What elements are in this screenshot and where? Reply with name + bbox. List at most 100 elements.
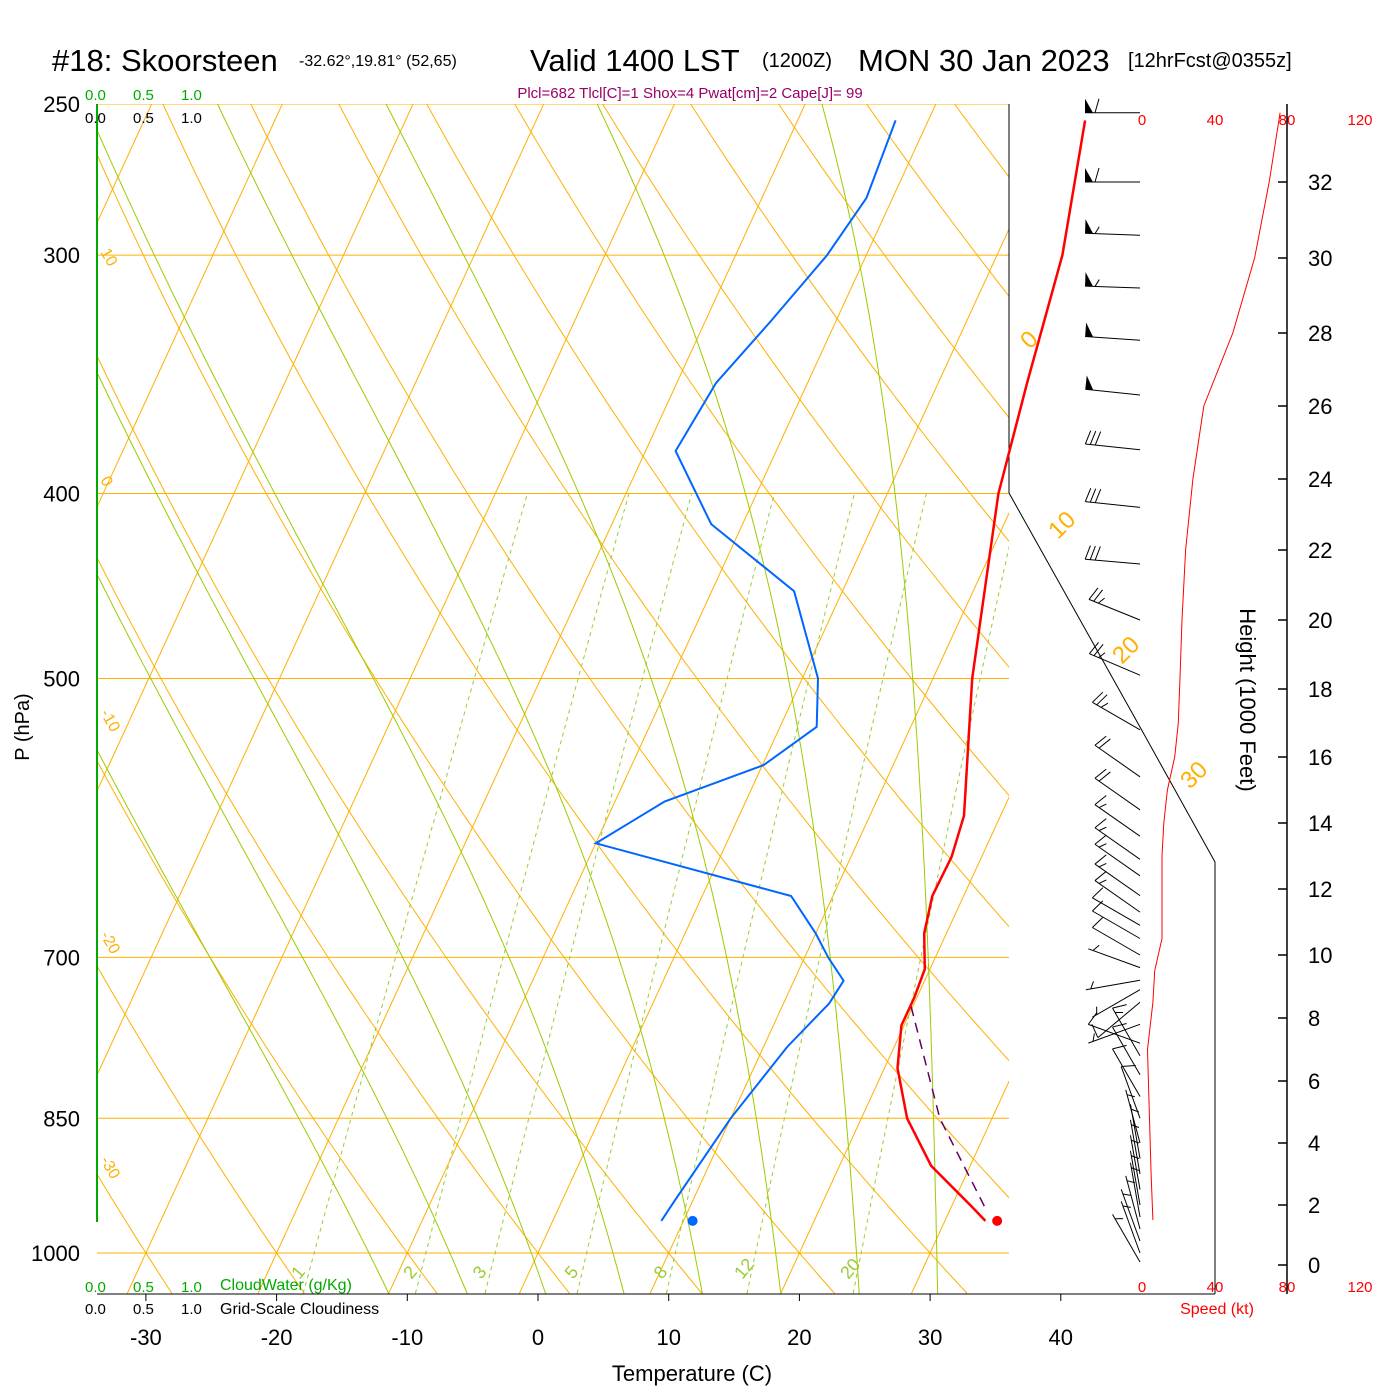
valid-time: Valid 1400 LST [530,43,740,78]
wind-barb-feather [1121,1064,1136,1068]
dry-adiabat-170 [1365,70,1400,1293]
height-tick-10: 10 [1308,943,1332,968]
temperature-tick-10: 10 [656,1325,680,1350]
wind-barb-staff [1129,1119,1141,1175]
height-tick-24: 24 [1308,467,1332,492]
isotherm-0 [518,227,1009,1294]
cloudiness-top-tick-2: 1.0 [181,110,202,127]
height-tick-12: 12 [1308,877,1332,902]
wind-barb-feather [1098,863,1107,868]
wind-barb-feather [1131,1108,1140,1113]
wind-barb-feather [1097,597,1105,604]
forecast-info: [12hrFcst@0355z] [1128,50,1292,72]
mixing-ratio-line-8 [665,493,855,1294]
wind-barb-39 [1120,1189,1141,1242]
isotherm--10 [388,104,937,1294]
wind-barb-21 [1092,917,1141,956]
surface-dewpoint-marker [687,1215,698,1226]
wind-barb-feather [1131,1139,1140,1144]
pressure-tick-700: 700 [43,945,80,970]
dry-adiabat-label-4: -30 [97,1154,123,1183]
wind-barb-7 [1084,487,1141,508]
dry-adiabat-label-2: -10 [97,707,123,736]
wind-barb-staff [1094,880,1141,913]
wind-barb-staff [1112,1007,1141,1057]
wind-barb-feather [1092,944,1100,951]
wind-barb-feather [1093,589,1103,602]
moist-adiabat-5 [385,104,782,1294]
height-tick-22: 22 [1308,538,1332,563]
wind-barb-1 [1085,167,1140,183]
wind-barb-feather [1092,691,1104,703]
wind-barb-feather [1092,887,1104,899]
wind-barbs [1084,98,1141,1263]
wind-barb-feather [1089,545,1096,560]
height-tick-16: 16 [1308,745,1332,770]
wind-barb-feather [1088,642,1099,655]
wind-barb-18 [1094,870,1141,913]
wind-barb-flag [1085,322,1094,338]
wind-barb-staff [1092,701,1141,731]
pressure-tick-500: 500 [43,667,80,692]
temperature-tick--10: -10 [391,1325,423,1350]
moist-adiabat-6 [596,104,860,1294]
wind-barb-feather [1094,834,1107,845]
wind-barb-staff [1085,388,1141,396]
dewpoint-line [593,120,897,1222]
wind-barb-0 [1085,98,1140,114]
wind-barb-20 [1092,900,1141,939]
wind-barb-16 [1094,834,1141,877]
dry-adiabat-20 [97,153,835,1294]
wind-barb-feather [1098,738,1111,749]
moist-adiabat-0 [97,748,390,1294]
height-tick-4: 4 [1308,1131,1320,1156]
dry-adiabat-label-0: 10 [97,246,121,270]
mixing-ratio-label-3: 3 [469,1262,491,1283]
cloudwater-label: CloudWater (g/Kg) [220,1277,352,1294]
wind-barb-31 [1120,1064,1141,1119]
moist-adiabat-4 [216,104,703,1294]
speed-top-tick-1: 40 [1207,112,1224,129]
wind-barb-feather [1094,546,1101,561]
cloudiness-label: Grid-Scale Cloudiness [220,1301,379,1318]
wind-barb-feather [1094,870,1107,881]
wind-barb-staff [1092,897,1141,926]
dry-adiabat-50 [338,104,1009,1062]
wind-barb-flag [1085,219,1094,234]
wind-barb-40 [1120,1201,1141,1254]
zulu-time: (1200Z) [762,50,832,72]
wind-barb-feather [1090,981,1094,990]
mixing-ratio-label-8: 8 [650,1262,672,1283]
wind-barb-feather [1089,488,1097,503]
wind-barb-36 [1129,1150,1141,1206]
upper-adiabat-label-3: 30 [1175,756,1213,794]
pressure-tick-400: 400 [43,482,80,507]
wind-barb-feather [1092,900,1104,912]
cloudiness-bottom-tick-2: 1.0 [181,1301,202,1318]
wind-barb-staff [1085,335,1141,341]
wind-barb-feather [1094,735,1107,746]
isotherm--50 [97,104,414,793]
dry-adiabat--20 [97,965,305,1294]
wind-barb-10 [1088,642,1141,676]
dry-adiabat-70 [514,104,1009,797]
wind-barb-feather [1094,489,1102,503]
mixing-ratio-line-20 [852,545,1009,1294]
wind-barb-feather [1092,917,1104,928]
pressure-tick-1000: 1000 [31,1241,80,1266]
dry-adiabat--40 [0,70,39,1293]
wind-barb-staff [1094,777,1141,811]
pressure-axis-label: P (hPa) [12,693,34,760]
wind-barb-feather [1112,1004,1127,1009]
wind-speed-profile [1146,112,1281,1221]
valid-date: MON 30 Jan 2023 [858,43,1110,78]
speed-axis-label: Speed (kt) [1180,1301,1254,1318]
wind-barb-15 [1094,818,1141,860]
wind-barb-feather [1131,1167,1140,1171]
wind-barb-staff [1089,653,1141,676]
wind-barb-staff [1112,1214,1141,1263]
wind-barb-22 [1088,944,1141,969]
mixing-ratio-label-2: 2 [399,1262,421,1283]
moist-adiabat-7 [821,104,939,1294]
height-tick-20: 20 [1308,608,1332,633]
